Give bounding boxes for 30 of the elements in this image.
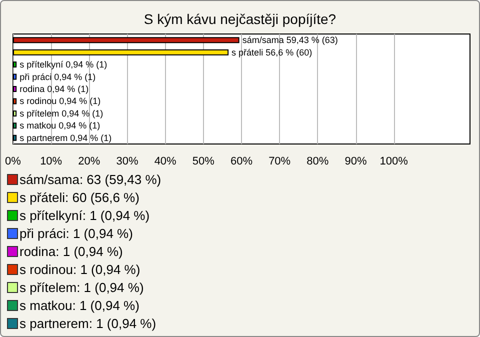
x-tick-label: 90% xyxy=(344,156,367,168)
data-label: rodina 0,94 % (1) xyxy=(20,84,89,94)
x-tick-label: 20% xyxy=(78,156,100,168)
x-tick-label: 40% xyxy=(154,156,177,168)
data-label: s partnerem 0,94 % (1) xyxy=(20,132,112,143)
data-label: sám/sama 59,43 % (63) xyxy=(242,35,338,46)
x-tick-label: 80% xyxy=(306,156,329,168)
legend-label: s partnerem: 1 (0,94 %) xyxy=(20,316,156,331)
x-tick-label: 0% xyxy=(5,156,22,168)
data-label: při práci 0,94 % (1) xyxy=(20,72,96,82)
data-label: s přítelkyní 0,94 % (1) xyxy=(20,60,108,70)
x-tick-label: 60% xyxy=(230,156,253,168)
data-label: s přítelem 0,94 % (1) xyxy=(20,108,104,118)
legend-label: s přítelkyní: 1 (0,94 %) xyxy=(20,208,150,223)
legend-label: s přáteli: 60 (56,6 %) xyxy=(20,190,140,205)
legend-label: s rodinou: 1 (0,94 %) xyxy=(20,262,140,277)
chart-title: S kým kávu nejčastěji popíjíte? xyxy=(144,11,336,27)
data-label: s matkou 0,94 % (1) xyxy=(20,120,100,131)
data-label: s přáteli 56,6 % (60) xyxy=(232,47,312,58)
x-tick-label: 10% xyxy=(40,156,62,168)
legend-label: rodina: 1 (0,94 %) xyxy=(20,244,123,259)
legend-label: s matkou: 1 (0,94 %) xyxy=(20,298,140,313)
data-label: s rodinou 0,94 % (1) xyxy=(20,96,101,106)
legend-label: sám/sama: 63 (59,43 %) xyxy=(20,172,162,187)
x-tick-label: 70% xyxy=(268,156,291,168)
legend-label: s přítelem: 1 (0,94 %) xyxy=(20,280,144,295)
x-tick-label: 30% xyxy=(116,156,138,168)
legend-label: při práci: 1 (0,94 %) xyxy=(20,226,133,241)
x-tick-label: 100% xyxy=(380,156,408,168)
x-tick-label: 50% xyxy=(192,156,215,168)
